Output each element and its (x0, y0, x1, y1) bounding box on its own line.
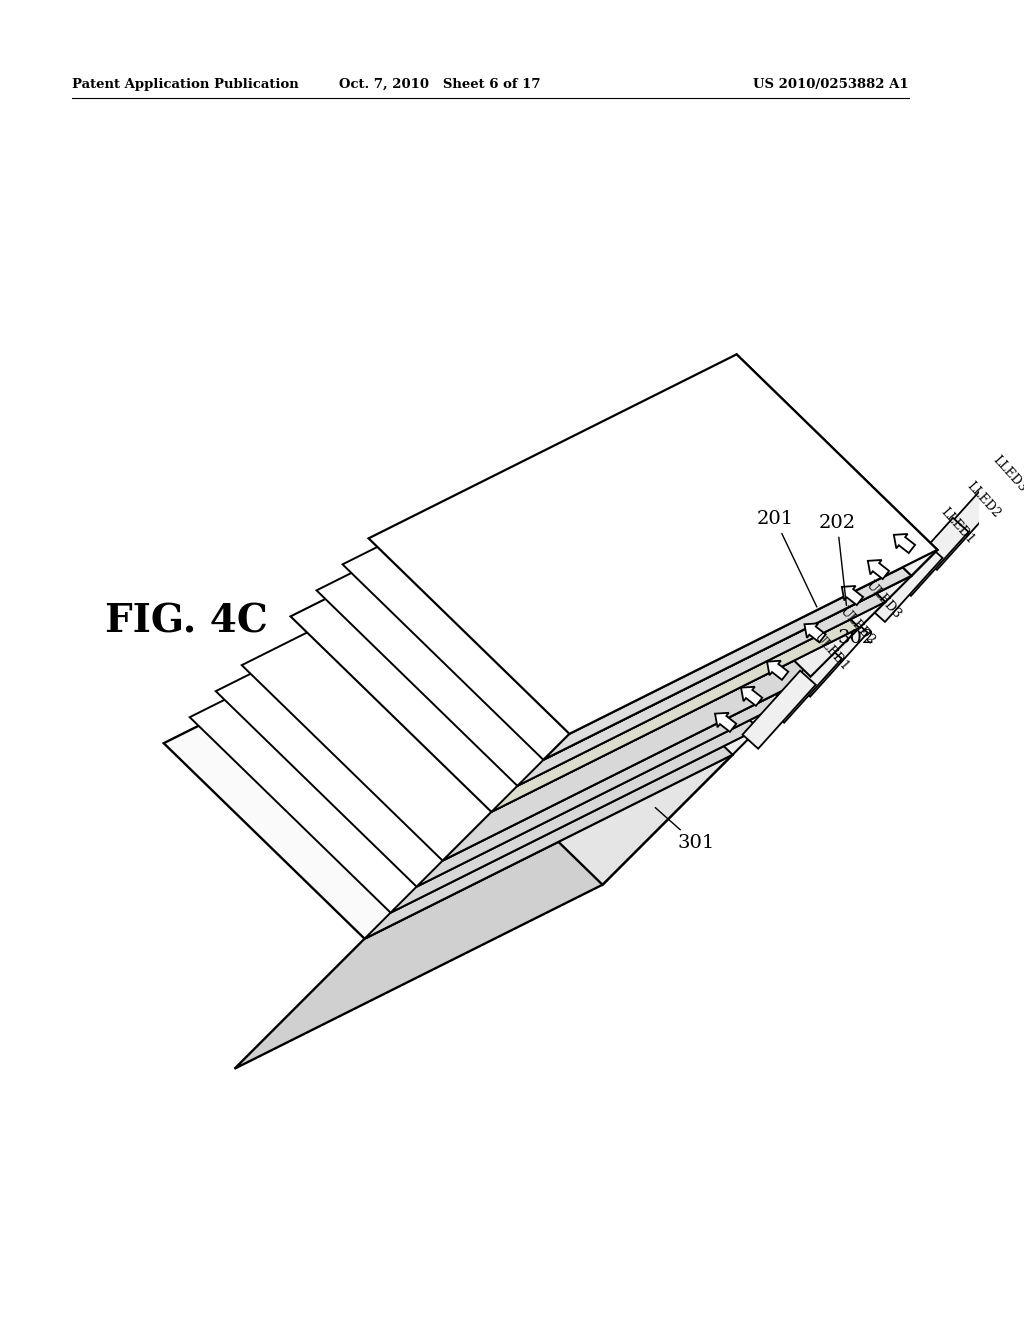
Polygon shape (291, 433, 859, 812)
Polygon shape (869, 544, 942, 622)
Polygon shape (685, 380, 911, 602)
Polygon shape (558, 507, 784, 729)
Polygon shape (234, 755, 732, 1069)
Polygon shape (164, 560, 732, 939)
Polygon shape (316, 407, 886, 785)
Polygon shape (867, 560, 889, 579)
Polygon shape (895, 517, 969, 595)
Polygon shape (343, 380, 911, 760)
Polygon shape (189, 533, 759, 912)
Text: ULED1: ULED1 (811, 630, 851, 673)
Text: LLED3: LLED3 (989, 453, 1024, 494)
Polygon shape (767, 661, 788, 680)
Polygon shape (242, 482, 811, 861)
Text: 302: 302 (838, 630, 876, 647)
Polygon shape (894, 535, 915, 553)
Polygon shape (922, 492, 994, 570)
Polygon shape (401, 560, 732, 884)
Polygon shape (805, 623, 825, 643)
Polygon shape (742, 671, 816, 748)
Text: 201: 201 (757, 511, 817, 607)
Polygon shape (769, 644, 842, 722)
Text: ULED2: ULED2 (837, 605, 878, 647)
Text: FIG. 4C: FIG. 4C (105, 603, 268, 640)
Text: LLED2: LLED2 (964, 479, 1002, 520)
Polygon shape (584, 482, 811, 702)
Text: ULED3: ULED3 (863, 578, 903, 620)
Polygon shape (216, 507, 784, 887)
Text: Oct. 7, 2010   Sheet 6 of 17: Oct. 7, 2010 Sheet 6 of 17 (339, 78, 541, 91)
Polygon shape (517, 576, 911, 785)
Polygon shape (365, 729, 759, 939)
Text: LLED1: LLED1 (938, 506, 977, 546)
Polygon shape (741, 686, 762, 706)
Text: 301: 301 (655, 808, 715, 853)
Polygon shape (390, 702, 784, 912)
Polygon shape (715, 713, 736, 731)
Polygon shape (795, 619, 867, 697)
Text: Patent Application Publication: Patent Application Publication (72, 78, 298, 91)
Polygon shape (369, 354, 937, 734)
Polygon shape (442, 628, 859, 861)
Polygon shape (711, 354, 937, 576)
Polygon shape (609, 433, 859, 677)
Polygon shape (658, 407, 886, 628)
Polygon shape (417, 677, 811, 887)
Text: US 2010/0253882 A1: US 2010/0253882 A1 (753, 78, 908, 91)
Polygon shape (531, 533, 759, 755)
Polygon shape (842, 586, 863, 605)
Polygon shape (544, 550, 937, 760)
Text: 202: 202 (818, 513, 856, 606)
Polygon shape (492, 602, 886, 812)
